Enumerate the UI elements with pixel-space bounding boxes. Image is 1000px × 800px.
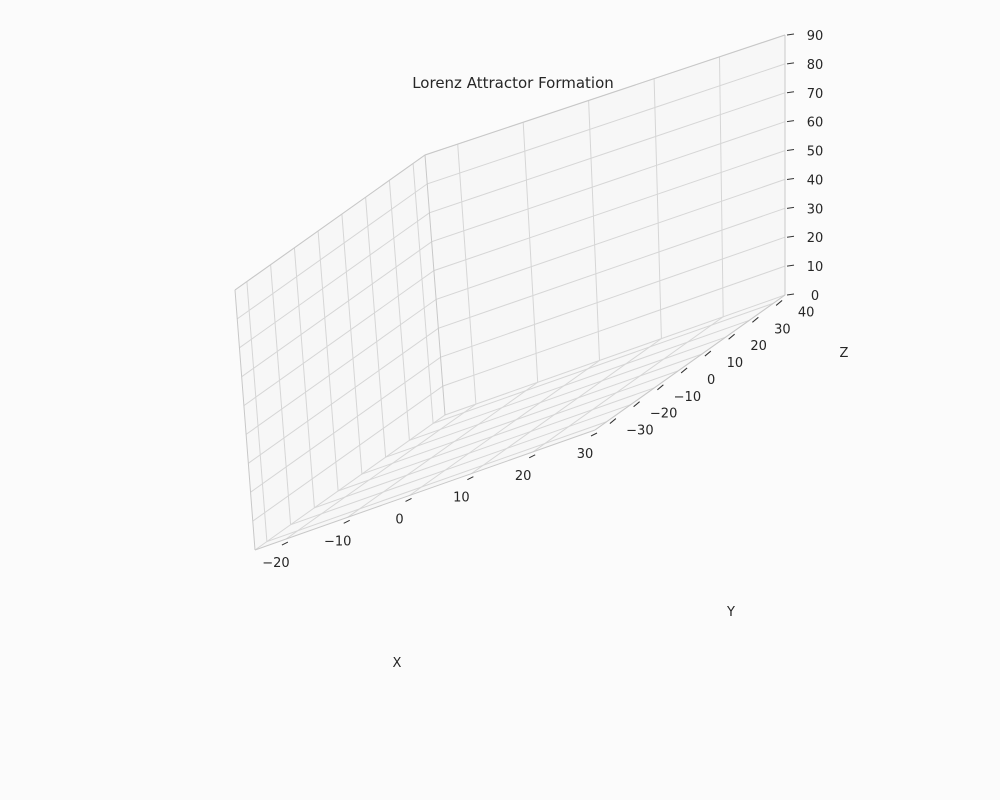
z-tick-mark <box>786 149 795 152</box>
z-axis-label: Z <box>840 346 849 361</box>
z-tick-label: 20 <box>807 231 824 246</box>
left-wall-pane <box>235 155 445 550</box>
axis-panes <box>235 35 785 550</box>
axis-edge <box>234 289 256 551</box>
y-tick-mark <box>633 401 640 408</box>
z-tick-mark <box>786 206 795 209</box>
x-tick-label: −20 <box>262 556 289 571</box>
y-tick-mark <box>775 300 783 306</box>
y-tick-mark <box>680 367 688 374</box>
z-tick-label: 30 <box>807 202 824 217</box>
x-tick-mark <box>343 519 350 524</box>
z-tick-mark <box>786 120 795 123</box>
z-tick-label: 40 <box>807 173 824 188</box>
x-tick-mark <box>467 476 474 481</box>
z-tick-label: 60 <box>807 116 824 131</box>
z-tick-mark <box>786 91 795 94</box>
z-tick-mark <box>786 264 795 267</box>
y-tick-label: 20 <box>750 339 767 354</box>
y-tick-mark <box>609 418 617 424</box>
axis-edge <box>594 294 786 431</box>
y-tick-label: 10 <box>727 356 744 371</box>
x-tick-mark <box>405 498 412 502</box>
z-tick-mark <box>786 177 795 180</box>
y-tick-label: −30 <box>626 424 653 439</box>
x-tick-label: 30 <box>577 447 594 462</box>
z-tick-label: 70 <box>807 87 824 102</box>
axis-edge <box>424 154 446 416</box>
floor-pane <box>255 295 785 550</box>
z-tick-mark <box>786 235 795 238</box>
x-axis-label: X <box>393 656 402 671</box>
y-tick-mark <box>752 316 759 323</box>
y-tick-mark <box>657 384 664 391</box>
x-tick-mark <box>590 432 598 437</box>
z-tick-label: 50 <box>807 145 824 160</box>
axis-ticks: −20−100102030−30−20−10010203040010203040… <box>262 29 823 571</box>
z-tick-mark <box>786 62 795 65</box>
y-tick-mark <box>728 333 735 340</box>
z-tick-mark <box>786 293 795 296</box>
z-tick-label: 90 <box>807 29 824 44</box>
back-wall-pane <box>425 35 785 415</box>
y-tick-label: 30 <box>774 322 791 337</box>
y-tick-label: 0 <box>707 373 715 388</box>
x-tick-label: 0 <box>395 512 403 527</box>
x-tick-mark <box>528 454 536 459</box>
y-axis-label: Y <box>726 605 735 620</box>
x-tick-label: 20 <box>515 469 532 484</box>
x-tick-label: 10 <box>453 491 470 506</box>
z-tick-label: 80 <box>807 58 824 73</box>
axis-edge <box>254 429 596 551</box>
y-tick-mark <box>704 350 712 357</box>
y-tick-label: −10 <box>674 390 701 405</box>
axis-edge <box>424 34 786 156</box>
z-tick-label: 0 <box>811 289 819 304</box>
axis-edge <box>234 154 426 291</box>
z-tick-label: 10 <box>807 260 824 275</box>
y-tick-label: 40 <box>798 305 815 320</box>
z-tick-mark <box>786 33 795 36</box>
x-tick-mark <box>281 541 289 546</box>
chart-title: Lorenz Attractor Formation <box>412 74 614 92</box>
axis-edges <box>234 34 786 551</box>
x-tick-label: −10 <box>324 534 351 549</box>
y-tick-label: −20 <box>650 407 677 422</box>
